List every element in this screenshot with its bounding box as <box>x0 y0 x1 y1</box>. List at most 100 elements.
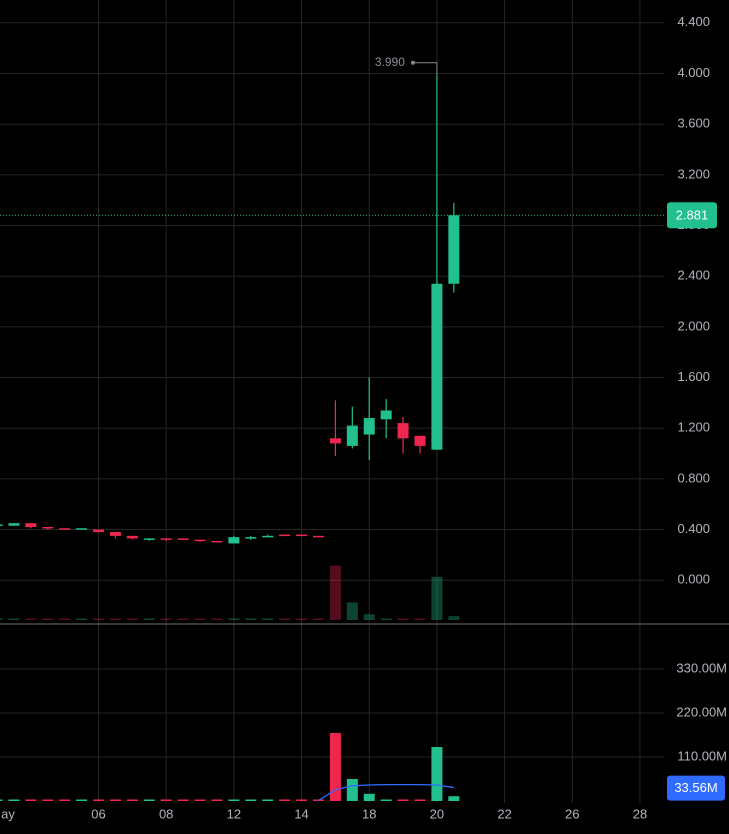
volume-overlay-bar <box>177 618 189 620</box>
volume-bar <box>397 799 409 801</box>
volume-bar <box>126 799 138 801</box>
candle-body <box>42 526 54 529</box>
volume-ma-line <box>318 783 454 802</box>
volume-overlay-bar <box>93 618 105 620</box>
volume-overlay-bar <box>8 618 20 620</box>
x-tick-label: ay <box>1 806 15 821</box>
candle-body <box>279 534 291 537</box>
volume-overlay-bar <box>76 618 88 620</box>
candle-body <box>59 528 71 530</box>
candle-body <box>431 283 443 450</box>
y-tick-label: 3.200 <box>677 166 710 181</box>
volume-overlay-bar <box>143 618 155 620</box>
candle-body <box>109 532 121 536</box>
volume-overlay-bar <box>279 618 291 620</box>
y-tick-label: 0.400 <box>677 521 710 536</box>
annotation-leader <box>412 62 438 75</box>
candle-body <box>245 537 257 539</box>
volume-overlay-bar <box>329 565 341 620</box>
volume-bar <box>25 799 37 801</box>
volume-bar <box>143 799 155 801</box>
candle-body <box>414 435 426 446</box>
candle-body <box>262 535 274 538</box>
candle-body <box>8 523 20 526</box>
volume-bar <box>296 799 308 801</box>
volume-overlay-bar <box>194 618 206 620</box>
volume-overlay-bar <box>448 616 460 620</box>
volume-bar <box>194 799 206 801</box>
volume-overlay-bar <box>397 618 409 620</box>
last-price-badge <box>667 202 717 229</box>
x-tick-label: 22 <box>497 806 511 821</box>
volume-bar <box>93 799 105 801</box>
volume-overlay-bar <box>245 618 257 620</box>
candle-body <box>296 534 308 537</box>
volume-overlay-bar <box>296 618 308 620</box>
candle-body <box>211 540 223 543</box>
volume-bar <box>177 799 189 801</box>
volume-overlay-bar <box>228 618 240 620</box>
volume-overlay-bar <box>262 618 274 620</box>
volume-badge-label: 33.56M <box>674 780 717 795</box>
volume-bar <box>363 793 375 801</box>
volume-overlay-bar <box>414 618 426 620</box>
volume-bar <box>448 796 460 801</box>
volume-bar <box>8 799 20 801</box>
y-tick-label: 3.600 <box>677 116 710 131</box>
x-tick-label: 18 <box>362 806 376 821</box>
candle-body <box>329 438 341 444</box>
candle-body <box>93 529 105 533</box>
volume-bar <box>42 799 54 801</box>
candle-body <box>346 425 358 446</box>
volume-bar <box>245 799 257 801</box>
candle-body <box>25 523 37 527</box>
volume-overlay-bar <box>346 602 358 620</box>
x-tick-label: 06 <box>91 806 105 821</box>
volume-bar <box>76 799 88 801</box>
candle-body <box>143 538 155 540</box>
last-price-label: 2.881 <box>676 208 709 223</box>
x-tick-label: 20 <box>430 806 444 821</box>
volume-bar <box>228 799 240 801</box>
volume-bar <box>59 799 71 801</box>
volume-bar <box>346 779 358 801</box>
volume-overlay-bar <box>312 618 324 620</box>
volume-overlay-bar <box>431 576 443 620</box>
volume-bar <box>211 799 223 801</box>
volume-bar <box>414 799 426 801</box>
annotation-label: 3.990 <box>375 55 405 69</box>
y-tick-label: 1.600 <box>677 369 710 384</box>
x-tick-label: 12 <box>227 806 241 821</box>
annotation-dot <box>410 60 415 65</box>
y-tick-label: 1.200 <box>677 420 710 435</box>
volume-overlay-bar <box>0 618 3 620</box>
volume-overlay-bar <box>363 614 375 620</box>
volume-overlay-bar <box>126 618 138 620</box>
volume-tick-label: 330.00M <box>676 660 727 675</box>
candle-body <box>380 410 392 420</box>
volume-bar <box>329 733 341 801</box>
volume-bar <box>380 799 392 801</box>
volume-overlay-bar <box>109 618 121 620</box>
y-tick-label: 0.800 <box>677 470 710 485</box>
volume-bar <box>160 799 172 801</box>
candle-body <box>194 539 206 542</box>
y-tick-label: 4.000 <box>677 65 710 80</box>
candle-body <box>177 538 189 540</box>
x-tick-label: 28 <box>633 806 647 821</box>
candle-body <box>363 418 375 435</box>
volume-overlay-bar <box>211 618 223 620</box>
volume-bar <box>279 799 291 801</box>
candle-body <box>0 524 3 526</box>
candle-body <box>76 528 88 530</box>
volume-overlay-bar <box>380 618 392 620</box>
volume-badge <box>667 775 725 801</box>
y-tick-label: 4.400 <box>677 14 710 29</box>
y-tick-label: 0.000 <box>677 572 710 587</box>
volume-tick-label: 110.00M <box>677 748 727 763</box>
volume-overlay-bar <box>59 618 71 620</box>
volume-bar <box>0 799 3 801</box>
candle-body <box>160 538 172 540</box>
candle-body <box>126 535 138 539</box>
